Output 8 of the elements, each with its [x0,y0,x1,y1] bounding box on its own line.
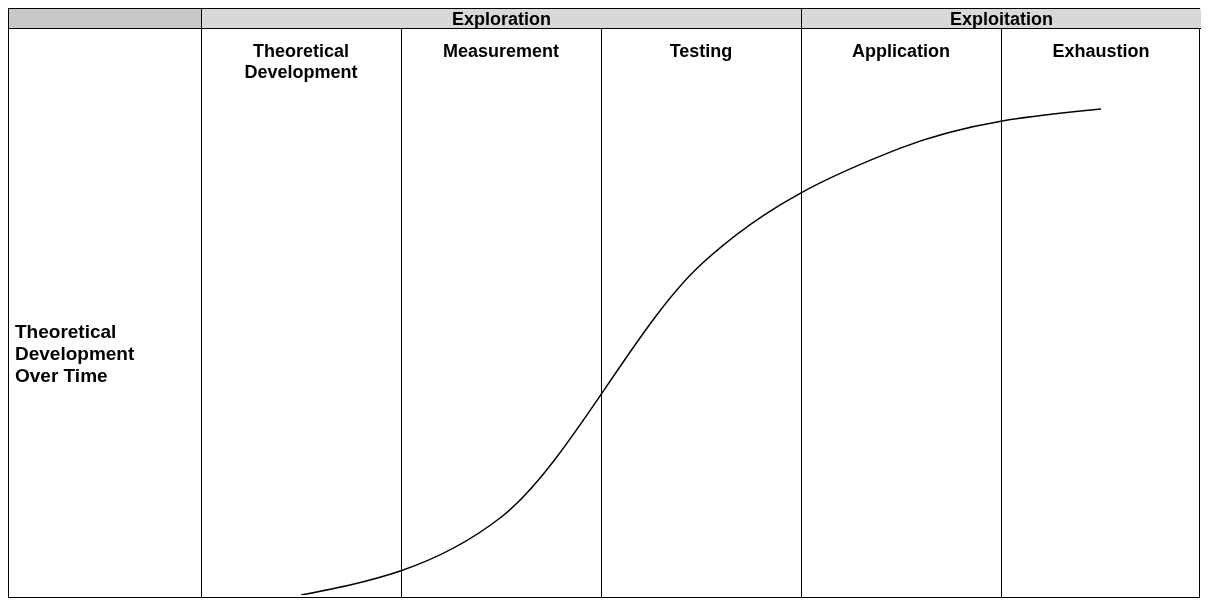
x-tick-label: Testing [669,41,733,61]
x-tick-label: Application [852,41,950,61]
text: Exploitation [801,9,1201,29]
x-tick-label: Exhaustion [1052,41,1150,61]
y-axis-title: Theoretical Development Over Time [14,320,136,388]
x-tick-label: Theoretical Development [244,41,358,82]
x-tick-label: Measurement [442,41,560,61]
text: Exploration [201,9,801,29]
